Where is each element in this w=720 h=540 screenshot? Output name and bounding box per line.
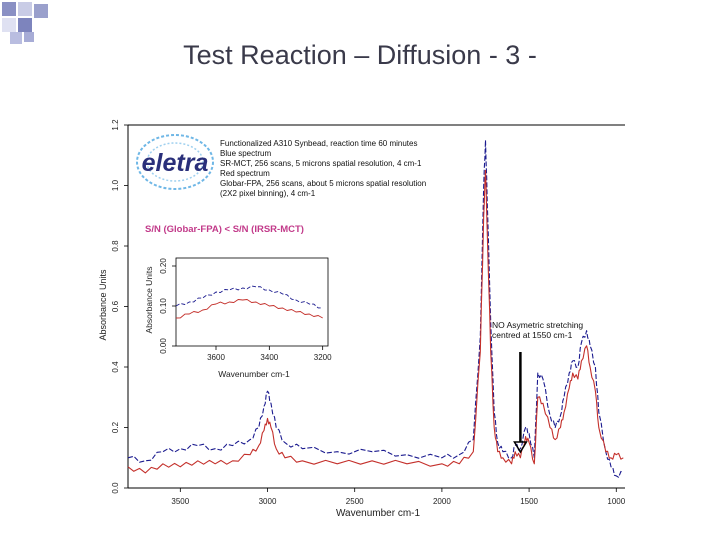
inset-x-ticks: 3600 3400 3200 (207, 346, 332, 362)
corner-square-1 (2, 2, 16, 16)
info-line-4: Red spectrum (220, 169, 270, 178)
main-y-axis-label: Absorbance Units (98, 269, 108, 341)
main-y-ticks: 0.0 0.2 0.4 0.6 0.8 1.0 1.2 (111, 119, 128, 494)
corner-square-2 (18, 2, 32, 16)
info-line-3: SR-MCT, 256 scans, 5 microns spatial res… (220, 159, 422, 168)
y-tick-label: 0.10 (159, 298, 168, 314)
annotation: NO Asymetric stretching centred at 1550 … (492, 320, 583, 454)
x-tick-label: 1000 (607, 497, 625, 506)
x-tick-label: 3500 (171, 497, 189, 506)
annotation-line-1: NO Asymetric stretching (492, 320, 583, 330)
corner-square-5 (18, 18, 32, 32)
y-tick-label: 0.00 (159, 338, 168, 354)
info-line-6: (2X2 pixel binning), 4 cm-1 (220, 189, 316, 198)
inset-chart: 0.00 0.10 0.20 3600 3400 3200 Absorbance Uni… (144, 257, 332, 379)
y-tick-label: 0.6 (111, 300, 120, 312)
y-tick-label: 1.0 (111, 179, 120, 191)
x-tick-label: 3400 (260, 353, 278, 362)
x-tick-label: 1500 (520, 497, 538, 506)
x-tick-label: 3200 (314, 353, 332, 362)
x-tick-label: 2000 (433, 497, 451, 506)
snr-note: S/N (Globar-FPA) < S/N (IRSR-MCT) (145, 224, 304, 235)
info-line-1: Functionalized A310 Synbead, reaction ti… (220, 139, 417, 148)
main-x-ticks: 3500 3000 2500 2000 1500 1000 (171, 488, 626, 506)
x-tick-label: 2500 (346, 497, 364, 506)
corner-square-7 (24, 32, 34, 42)
logo-wordmark: eletra (142, 149, 209, 177)
info-line-5: Globar-FPA, 256 scans, about 5 microns s… (220, 179, 426, 188)
x-tick-label: 3600 (207, 353, 225, 362)
series-line-red (127, 169, 624, 474)
inset-y-axis-label: Absorbance Units (144, 266, 154, 333)
page-title: Test Reaction – Diffusion - 3 - (183, 40, 537, 70)
info-block: Functionalized A310 Synbead, reaction ti… (220, 139, 426, 198)
y-tick-label: 0.2 (111, 421, 120, 433)
y-tick-label: 0.8 (111, 240, 120, 252)
y-tick-label: 0.0 (111, 482, 120, 494)
annotation-line-2: centred at 1550 cm-1 (492, 330, 573, 340)
series-line-red (175, 299, 323, 319)
series-line-blue (175, 285, 323, 309)
inset-y-ticks: 0.00 0.10 0.20 (159, 258, 176, 354)
main-series-group (127, 139, 624, 478)
y-tick-label: 1.2 (111, 119, 120, 131)
y-tick-label: 0.20 (159, 258, 168, 274)
corner-square-3 (34, 4, 48, 18)
eletra-logo: eletra (136, 134, 214, 190)
y-tick-label: 0.4 (111, 361, 120, 373)
main-x-axis-label: Wavenumber cm-1 (336, 508, 421, 519)
annotation-arrowhead (513, 441, 528, 454)
inset-frame (175, 257, 329, 347)
info-line-2: Blue spectrum (220, 149, 271, 158)
corner-square-4 (2, 18, 16, 32)
corner-square-6 (10, 32, 22, 44)
series-line-blue (127, 139, 624, 478)
x-tick-label: 3000 (259, 497, 277, 506)
inset-series-group (175, 285, 323, 319)
inset-x-axis-label: Wavenumber cm-1 (218, 369, 290, 379)
